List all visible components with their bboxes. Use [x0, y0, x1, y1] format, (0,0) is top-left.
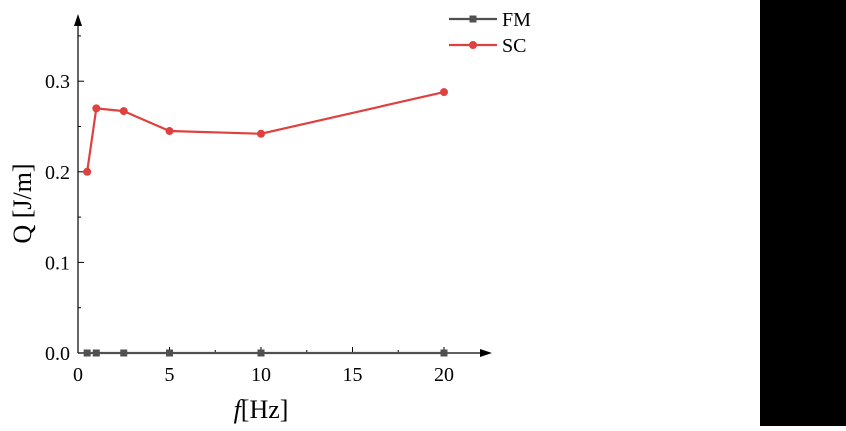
- data-point-sc: [257, 129, 265, 138]
- y-axis-arrow: [74, 14, 82, 26]
- data-point-fm: [257, 349, 265, 357]
- y-axis-label: Q [J/m]: [8, 163, 37, 243]
- x-axis-arrow: [480, 349, 492, 357]
- y-tick-label: 0.2: [45, 162, 70, 184]
- data-point-fm: [83, 349, 91, 357]
- data-point-fm: [166, 349, 173, 357]
- series-sc: [83, 88, 448, 176]
- axes: 0.0 0.1 0.2 0.3 0 5 10 15 20 f[Hz] Q [J/m]: [8, 14, 492, 424]
- y-tick-label: 0.0: [45, 343, 70, 365]
- legend-item-sc: SC: [449, 35, 526, 57]
- legend-marker: [469, 15, 477, 23]
- x-tick-label: 15: [343, 364, 363, 386]
- legend-item-fm: FM: [449, 9, 531, 31]
- legend-marker: [469, 41, 477, 49]
- data-point-sc: [83, 167, 92, 176]
- x-tick-label: 20: [434, 364, 454, 386]
- y-tick-label: 0.3: [45, 71, 70, 93]
- x-tick-label: 10: [251, 364, 271, 386]
- data-point-sc: [165, 127, 174, 136]
- legend: FM SC: [449, 9, 531, 57]
- x-tick-label: 0: [73, 364, 83, 386]
- series-line-sc: [86, 90, 445, 172]
- legend-label: FM: [502, 9, 531, 31]
- legend-label: SC: [502, 35, 526, 57]
- data-point-fm: [440, 349, 448, 357]
- x-tick-label: 5: [165, 364, 175, 386]
- x-axis-label-variable: f: [234, 395, 245, 424]
- data-point-fm: [120, 349, 128, 357]
- x-axis-label-unit: [Hz]: [241, 395, 289, 424]
- data-point-sc: [440, 88, 448, 97]
- data-point-fm: [92, 349, 100, 357]
- series-layer: [83, 88, 448, 357]
- black-panel: [760, 0, 846, 426]
- data-point-sc: [119, 107, 128, 116]
- data-point-sc: [92, 104, 101, 113]
- series-fm: [83, 349, 448, 357]
- y-tick-label: 0.1: [45, 252, 70, 274]
- x-axis-label: f[Hz]: [234, 395, 289, 424]
